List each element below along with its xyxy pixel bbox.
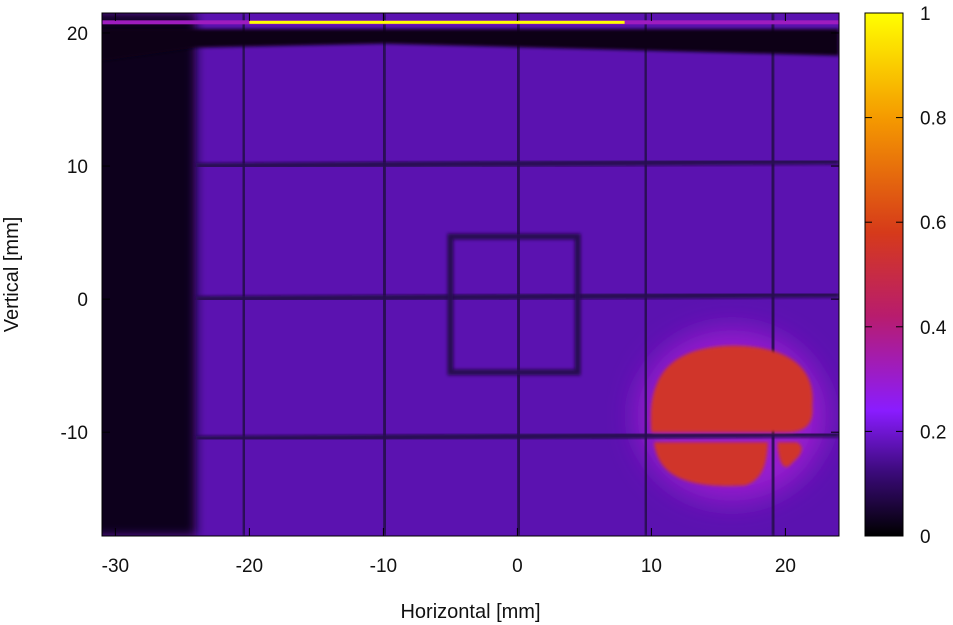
- x-tick-label: 10: [641, 556, 662, 577]
- colorbar-tick-label: 0.8: [920, 109, 946, 130]
- y-axis-title: Vertical [mm]: [1, 217, 23, 333]
- colorbar-tick-label: 0.4: [920, 318, 947, 339]
- x-axis: -30 -20 -10 0 10 20: [102, 13, 796, 577]
- colorbar-tick-label: 0: [920, 527, 931, 548]
- colorbar-tick-label: 1: [920, 4, 931, 25]
- grid-wire-vertical: [514, 13, 523, 536]
- plot-frame: [101, 12, 840, 537]
- hot-spot-lower-right: [777, 442, 802, 467]
- x-axis-title: Horizontal [mm]: [400, 601, 540, 623]
- grid-wire-horizontal: [195, 291, 839, 303]
- colorbar: [864, 12, 904, 537]
- y-tick-label: 10: [67, 157, 88, 178]
- y-axis: -10 0 10 20: [61, 24, 839, 444]
- grid-wire-horizontal: [195, 431, 839, 442]
- y-tick-label: -10: [61, 423, 88, 444]
- grid-wire-vertical: [641, 13, 650, 536]
- hot-spot-lower-left: [654, 442, 768, 486]
- colorbar-tick-label: 0.6: [920, 213, 946, 234]
- y-tick-label: 20: [67, 24, 88, 45]
- grid-wire-vertical: [239, 13, 248, 536]
- x-tick-label: -20: [236, 556, 263, 577]
- x-tick-label: 20: [775, 556, 796, 577]
- square-marker: [447, 233, 581, 376]
- y-tick-label: 0: [77, 290, 88, 311]
- top-edge-bright-segment: [249, 20, 625, 24]
- dark-edge-region: [102, 13, 196, 536]
- x-tick-label: -30: [102, 556, 129, 577]
- grid-wire-horizontal: [195, 158, 839, 170]
- x-tick-label: -10: [370, 556, 397, 577]
- plot-area: [102, 13, 839, 536]
- colorbar-tick-label: 0.2: [920, 422, 946, 443]
- top-dark-band: [102, 28, 839, 61]
- grid-wire-vertical: [380, 13, 389, 536]
- x-tick-label: 0: [512, 556, 523, 577]
- colorbar-axis: 0 0.2 0.4 0.6 0.8 1: [865, 4, 947, 548]
